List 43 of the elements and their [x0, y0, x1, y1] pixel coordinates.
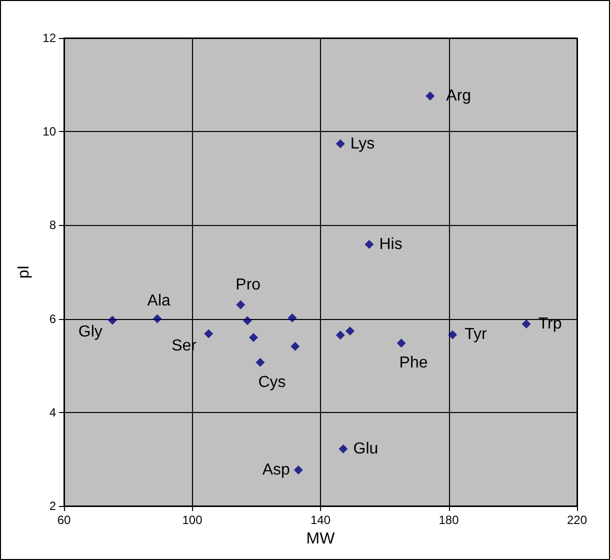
y-tick-label: 10 — [42, 124, 56, 139]
annotation: Cys — [258, 374, 286, 391]
y-axis-title: pI — [15, 265, 32, 279]
y-tick-label: 2 — [49, 499, 56, 513]
annotation: Lys — [350, 135, 375, 152]
point — [345, 326, 354, 336]
point — [256, 358, 265, 367]
point — [448, 330, 458, 340]
point — [336, 139, 345, 148]
point — [288, 313, 297, 322]
annotation: Asp — [262, 461, 290, 478]
x-axis-title: MW — [306, 530, 336, 548]
x-tick-label: 100 — [182, 513, 203, 527]
point — [364, 240, 374, 249]
x-tick-label: 220 — [566, 513, 588, 527]
point — [236, 300, 246, 310]
y-tick-label: 6 — [49, 312, 56, 326]
y-tick-label: 8 — [49, 218, 56, 232]
point — [290, 342, 300, 351]
point — [338, 444, 348, 454]
point — [336, 330, 345, 340]
point — [248, 333, 258, 342]
annotation: Gly — [78, 324, 102, 341]
point — [152, 314, 162, 324]
annotation: Trp — [538, 315, 562, 332]
y-tick-label: 12 — [42, 31, 56, 45]
point — [426, 92, 435, 101]
x-tick-label: 140 — [310, 513, 331, 527]
point — [294, 465, 303, 474]
y-tick-label: 4 — [49, 405, 56, 420]
annotation: Ala — [147, 292, 171, 310]
annotation: His — [379, 236, 402, 253]
x-tick-label: 60 — [57, 513, 71, 527]
annotation: Tyr — [464, 326, 488, 344]
point — [396, 338, 406, 348]
point — [204, 329, 214, 338]
point — [242, 316, 252, 326]
annotation: Phe — [399, 354, 428, 372]
point — [522, 319, 531, 328]
annotation: Glu — [353, 440, 378, 458]
annotation: Pro — [236, 276, 261, 294]
point — [108, 316, 117, 325]
x-tick-label: 180 — [438, 513, 460, 527]
